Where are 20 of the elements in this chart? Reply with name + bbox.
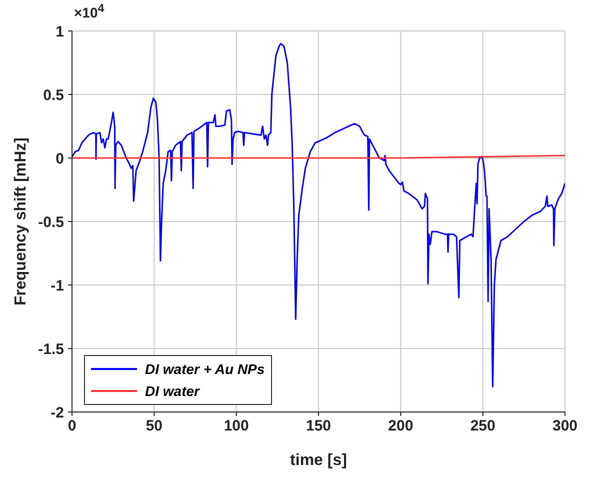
y-tick-label: -0.5 [38,214,64,231]
y-tick-label: -1.5 [38,340,64,358]
x-axis-title: time [s] [290,452,347,469]
y-tick-label: 1 [56,23,64,40]
x-tick-label: 250 [470,418,496,435]
x-tick-label: 300 [552,418,578,435]
text: ×10$^{4}$ [74,2,104,21]
line-series [72,42,565,388]
legend-label: DI water [145,383,200,399]
x-tick-label: 150 [306,418,332,435]
y-tick-label: 0.5 [43,86,64,104]
y-tick-label: -1 [50,277,64,294]
y-tick-label: 0 [56,150,64,168]
y-tick-label: -2 [50,404,64,422]
x-tick-label: 0 [68,418,76,435]
x-tick-label: 100 [224,418,249,435]
x-tick-label: 200 [388,418,414,435]
legend-label: DI water + Au NPs [145,361,265,377]
y-axis-title: Frequency shift [mHz] [12,137,30,306]
x-tick-label: 50 [146,418,163,435]
